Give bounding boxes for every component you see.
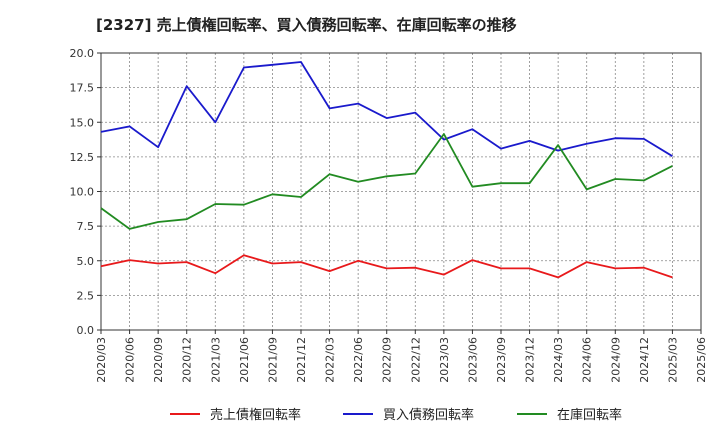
y-tick-label: 7.5: [77, 220, 95, 233]
series-line-2: [100, 61, 673, 157]
x-tick-label: 2021/09: [266, 337, 279, 383]
x-tick-label: 2023/06: [466, 337, 479, 383]
series-line-3: [100, 133, 673, 230]
legend-label-1: 売上債権回転率: [210, 407, 301, 423]
x-tick-label: 2021/03: [209, 337, 222, 383]
x-tick-label: 2020/06: [124, 337, 137, 383]
series-line-1: [100, 254, 673, 279]
x-tick-label: 2022/09: [381, 337, 394, 383]
x-tick-label: 2022/03: [324, 337, 337, 383]
x-tick-label: 2024/06: [581, 337, 594, 383]
x-tick-label: 2024/12: [638, 337, 651, 383]
x-tick-label: 2023/12: [524, 337, 537, 383]
x-tick-label: 2022/06: [352, 337, 365, 383]
x-axis: 2020/03 2020/06 2020/09 2020/12 2021/03 2021/…: [95, 330, 708, 383]
y-tick-label: 10.0: [70, 186, 95, 199]
chart-title: [2327] 売上債権回転率、買入債務回転率、在庫回転率の推移: [96, 16, 517, 34]
x-tick-label: 2025/06: [695, 337, 708, 383]
y-tick-label: 15.0: [70, 116, 95, 129]
x-tick-label: 2023/09: [495, 337, 508, 383]
x-tick-label: 2020/03: [95, 337, 108, 383]
series-lines: [100, 61, 673, 279]
y-tick-label: 2.5: [77, 289, 95, 302]
grid: [101, 53, 701, 330]
y-tick-label: 0.0: [77, 324, 95, 337]
x-tick-label: 2023/03: [438, 337, 451, 383]
y-axis: 0.0 2.5 5.0 7.5 10.0 12.5 15.0 17.5 20.0: [70, 47, 101, 337]
legend: 売上債権回転率 買入債務回転率 在庫回転率: [170, 407, 622, 423]
x-tick-label: 2021/12: [295, 337, 308, 383]
x-tick-label: 2022/12: [409, 337, 422, 383]
legend-label-3: 在庫回転率: [557, 407, 622, 423]
x-tick-label: 2020/09: [152, 337, 165, 383]
y-tick-label: 17.5: [70, 82, 95, 95]
x-tick-label: 2021/06: [238, 337, 251, 383]
y-tick-label: 12.5: [70, 151, 95, 164]
x-tick-label: 2025/03: [666, 337, 679, 383]
legend-label-2: 買入債務回転率: [383, 407, 474, 423]
x-tick-label: 2024/03: [552, 337, 565, 383]
y-tick-label: 5.0: [77, 255, 95, 268]
y-tick-label: 20.0: [70, 47, 95, 60]
x-tick-label: 2020/12: [181, 337, 194, 383]
x-tick-label: 2024/09: [609, 337, 622, 383]
